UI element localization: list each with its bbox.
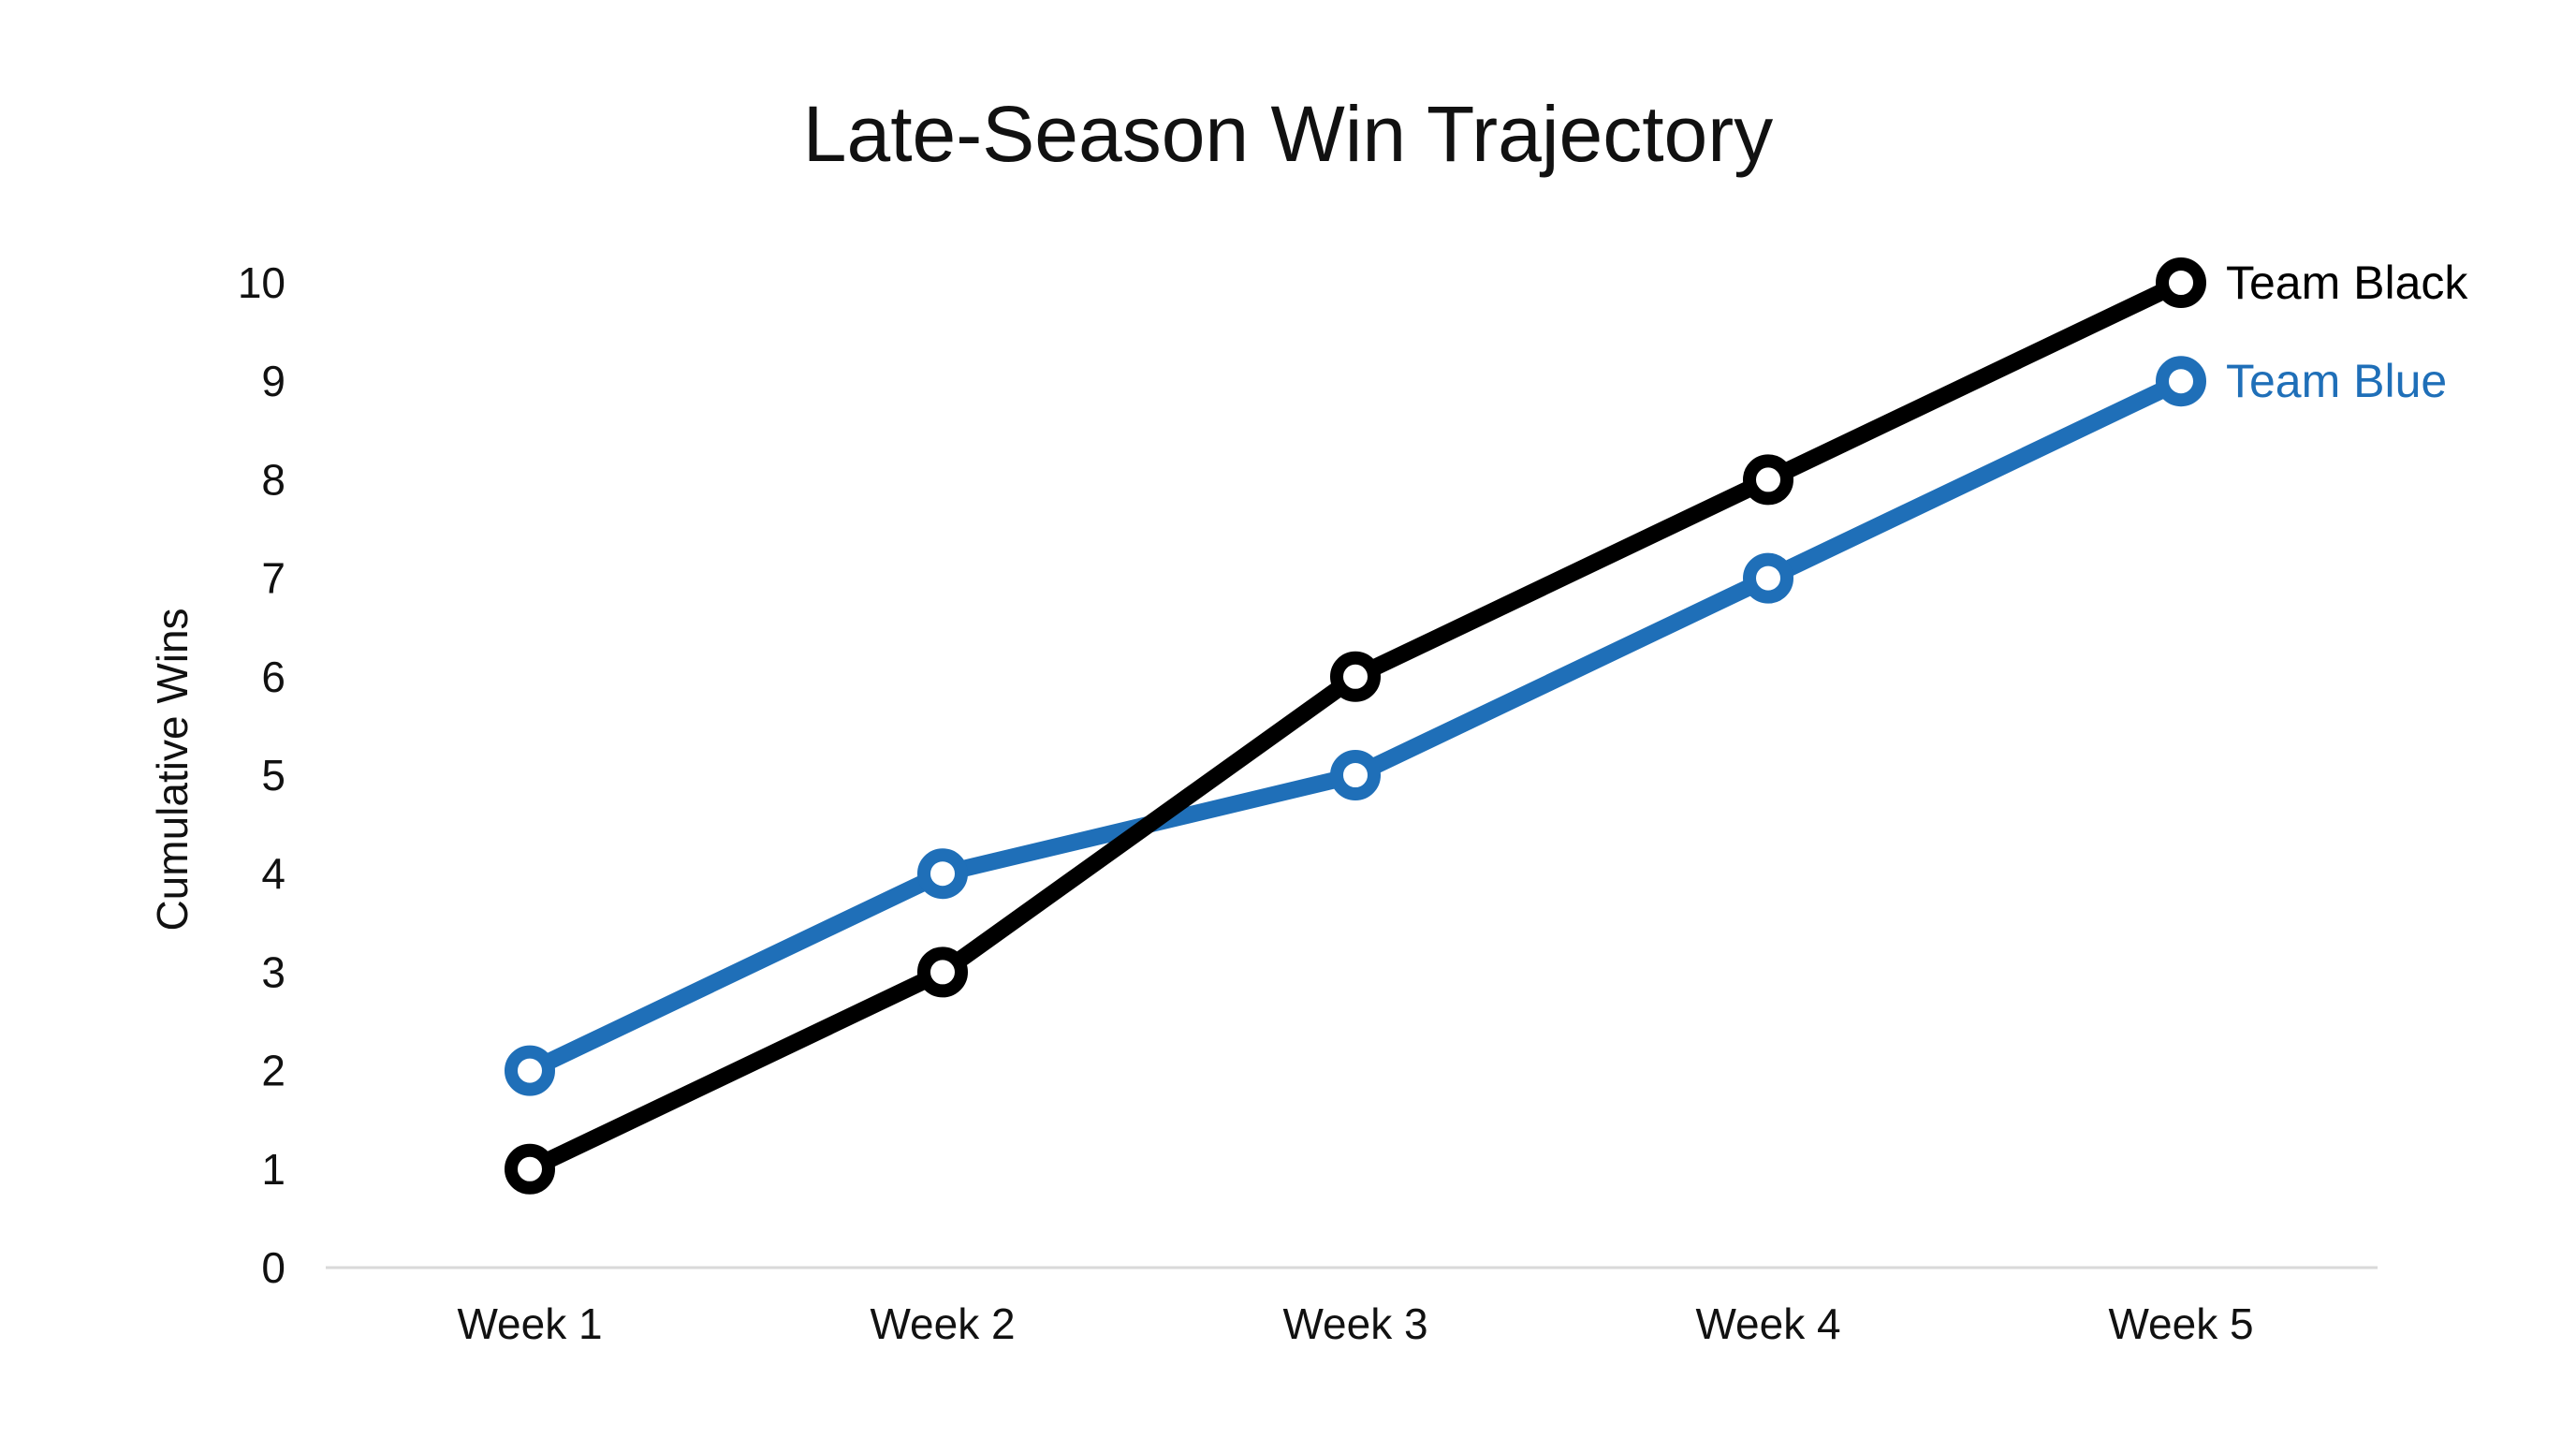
series-layer: Team Blue Team Black <box>505 257 2468 1195</box>
data-point-marker <box>505 1143 555 1195</box>
data-point-marker <box>1330 651 1381 702</box>
series-team-blue: Team Blue <box>505 355 2447 1096</box>
series-line <box>521 274 2189 1178</box>
y-tick-label: 10 <box>238 258 285 307</box>
y-axis-ticks: 0 1 2 3 4 5 6 7 8 9 10 <box>238 258 285 1292</box>
data-point-marker <box>917 848 968 900</box>
y-tick-label: 2 <box>261 1047 285 1095</box>
x-tick-label: Week 5 <box>2108 1299 2253 1348</box>
series-label: Team Blue <box>2226 355 2447 407</box>
series-label: Team Black <box>2226 257 2468 309</box>
data-point-marker <box>1330 750 1381 800</box>
y-tick-label: 4 <box>261 849 285 898</box>
series-line <box>521 373 2189 1079</box>
x-tick-label: Week 1 <box>457 1299 602 1348</box>
data-point-marker <box>1743 454 1793 506</box>
data-point-marker <box>1743 552 1793 604</box>
x-axis-ticks: Week 1 Week 2 Week 3 Week 4 Week 5 <box>457 1299 2253 1348</box>
data-point-marker <box>917 946 968 998</box>
y-tick-label: 8 <box>261 455 285 504</box>
x-tick-label: Week 4 <box>1695 1299 1840 1348</box>
y-tick-label: 5 <box>261 751 285 800</box>
y-tick-label: 9 <box>261 357 285 405</box>
y-tick-label: 0 <box>261 1243 285 1292</box>
data-point-marker <box>2156 356 2206 407</box>
y-tick-label: 6 <box>261 653 285 701</box>
x-tick-label: Week 2 <box>870 1299 1015 1348</box>
x-tick-label: Week 3 <box>1282 1299 1427 1348</box>
data-point-marker <box>505 1045 555 1096</box>
series-team-black: Team Black <box>505 257 2468 1195</box>
y-axis-label: Cumulative Wins <box>148 608 197 931</box>
y-tick-label: 1 <box>261 1145 285 1194</box>
chart-title: Late-Season Win Trajectory <box>803 90 1773 178</box>
y-tick-label: 7 <box>261 554 285 603</box>
data-point-marker <box>2156 257 2206 308</box>
y-tick-label: 3 <box>261 947 285 996</box>
